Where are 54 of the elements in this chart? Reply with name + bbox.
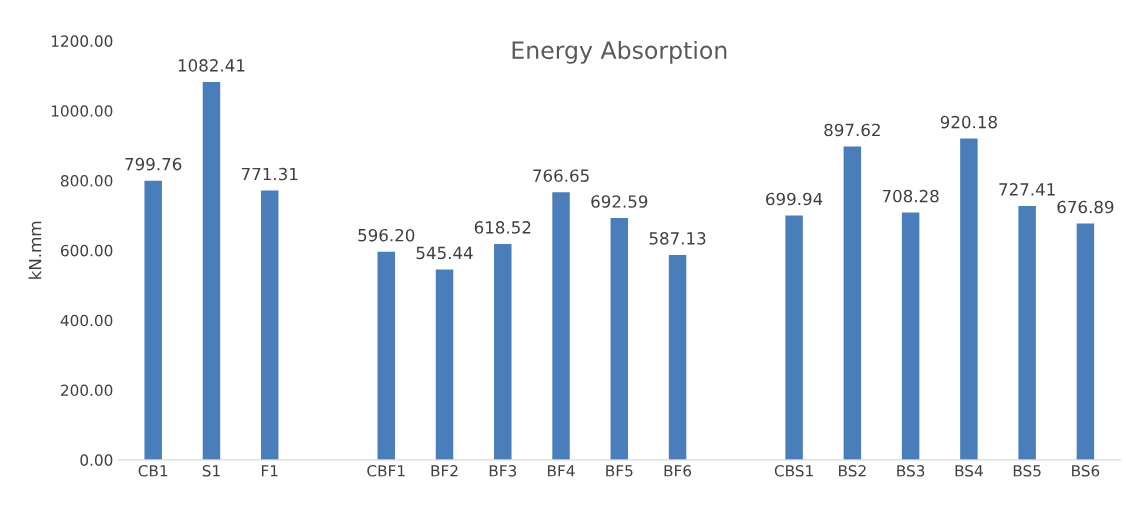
x-tick-label: BF6 xyxy=(664,465,692,477)
x-tick-label: CBS1 xyxy=(774,465,813,477)
bar xyxy=(260,190,279,460)
data-label: 920.18 xyxy=(940,115,997,129)
bar xyxy=(494,243,512,460)
bar xyxy=(435,269,454,460)
data-label: 799.76 xyxy=(125,157,182,171)
bar xyxy=(785,215,803,460)
y-tick-label: 1000.00 xyxy=(51,105,113,117)
bar xyxy=(843,146,862,460)
x-tick-label: BF4 xyxy=(548,465,575,477)
data-label: 692.59 xyxy=(591,195,648,208)
x-tick-label: BS6 xyxy=(1072,465,1100,477)
x-tick-label: BF2 xyxy=(431,465,458,477)
data-label: 771.31 xyxy=(241,167,298,181)
data-label: 708.28 xyxy=(882,189,939,203)
x-tick-label: BF5 xyxy=(606,465,633,477)
y-tick-label: 1200.00 xyxy=(51,35,113,47)
bar xyxy=(610,218,629,460)
x-tick-label: F1 xyxy=(261,465,278,477)
data-label: 618.52 xyxy=(474,221,531,234)
bar xyxy=(377,251,395,460)
data-label: 676.89 xyxy=(1057,200,1114,214)
x-tick-label: CBF1 xyxy=(367,465,405,477)
x-tick-label: S1 xyxy=(202,465,220,477)
x-tick-label: BS2 xyxy=(839,465,866,477)
data-label: 545.44 xyxy=(416,246,473,260)
y-tick-label: 0.00 xyxy=(80,454,113,466)
data-label: 596.20 xyxy=(358,228,415,242)
data-label: 587.13 xyxy=(649,232,706,245)
data-label: 727.41 xyxy=(999,183,1055,196)
bar xyxy=(552,192,570,460)
chart-title: Energy Absorption xyxy=(512,40,727,64)
bar xyxy=(668,254,687,460)
x-tick-label: BS5 xyxy=(1013,465,1041,477)
bar xyxy=(1018,205,1036,460)
y-tick-label: 200.00 xyxy=(61,384,113,397)
data-label: 766.65 xyxy=(533,169,589,182)
y-tick-label: 600.00 xyxy=(60,244,113,257)
data-label: 1082.41 xyxy=(178,59,245,72)
data-label: 897.62 xyxy=(824,123,880,137)
bar xyxy=(901,212,920,460)
y-tick-label: 800.00 xyxy=(60,175,113,187)
x-tick-label: BF3 xyxy=(489,465,517,477)
x-tick-label: BS4 xyxy=(955,465,983,477)
x-tick-label: BS3 xyxy=(897,465,925,477)
y-tick-label: 400.00 xyxy=(60,314,113,327)
y-axis-title: kN.mm xyxy=(28,221,42,279)
bar xyxy=(1076,223,1095,460)
data-label: 699.94 xyxy=(766,192,823,206)
bar xyxy=(202,81,221,460)
bar xyxy=(960,138,978,460)
bar xyxy=(144,180,162,460)
x-tick-label: CB1 xyxy=(138,465,168,477)
